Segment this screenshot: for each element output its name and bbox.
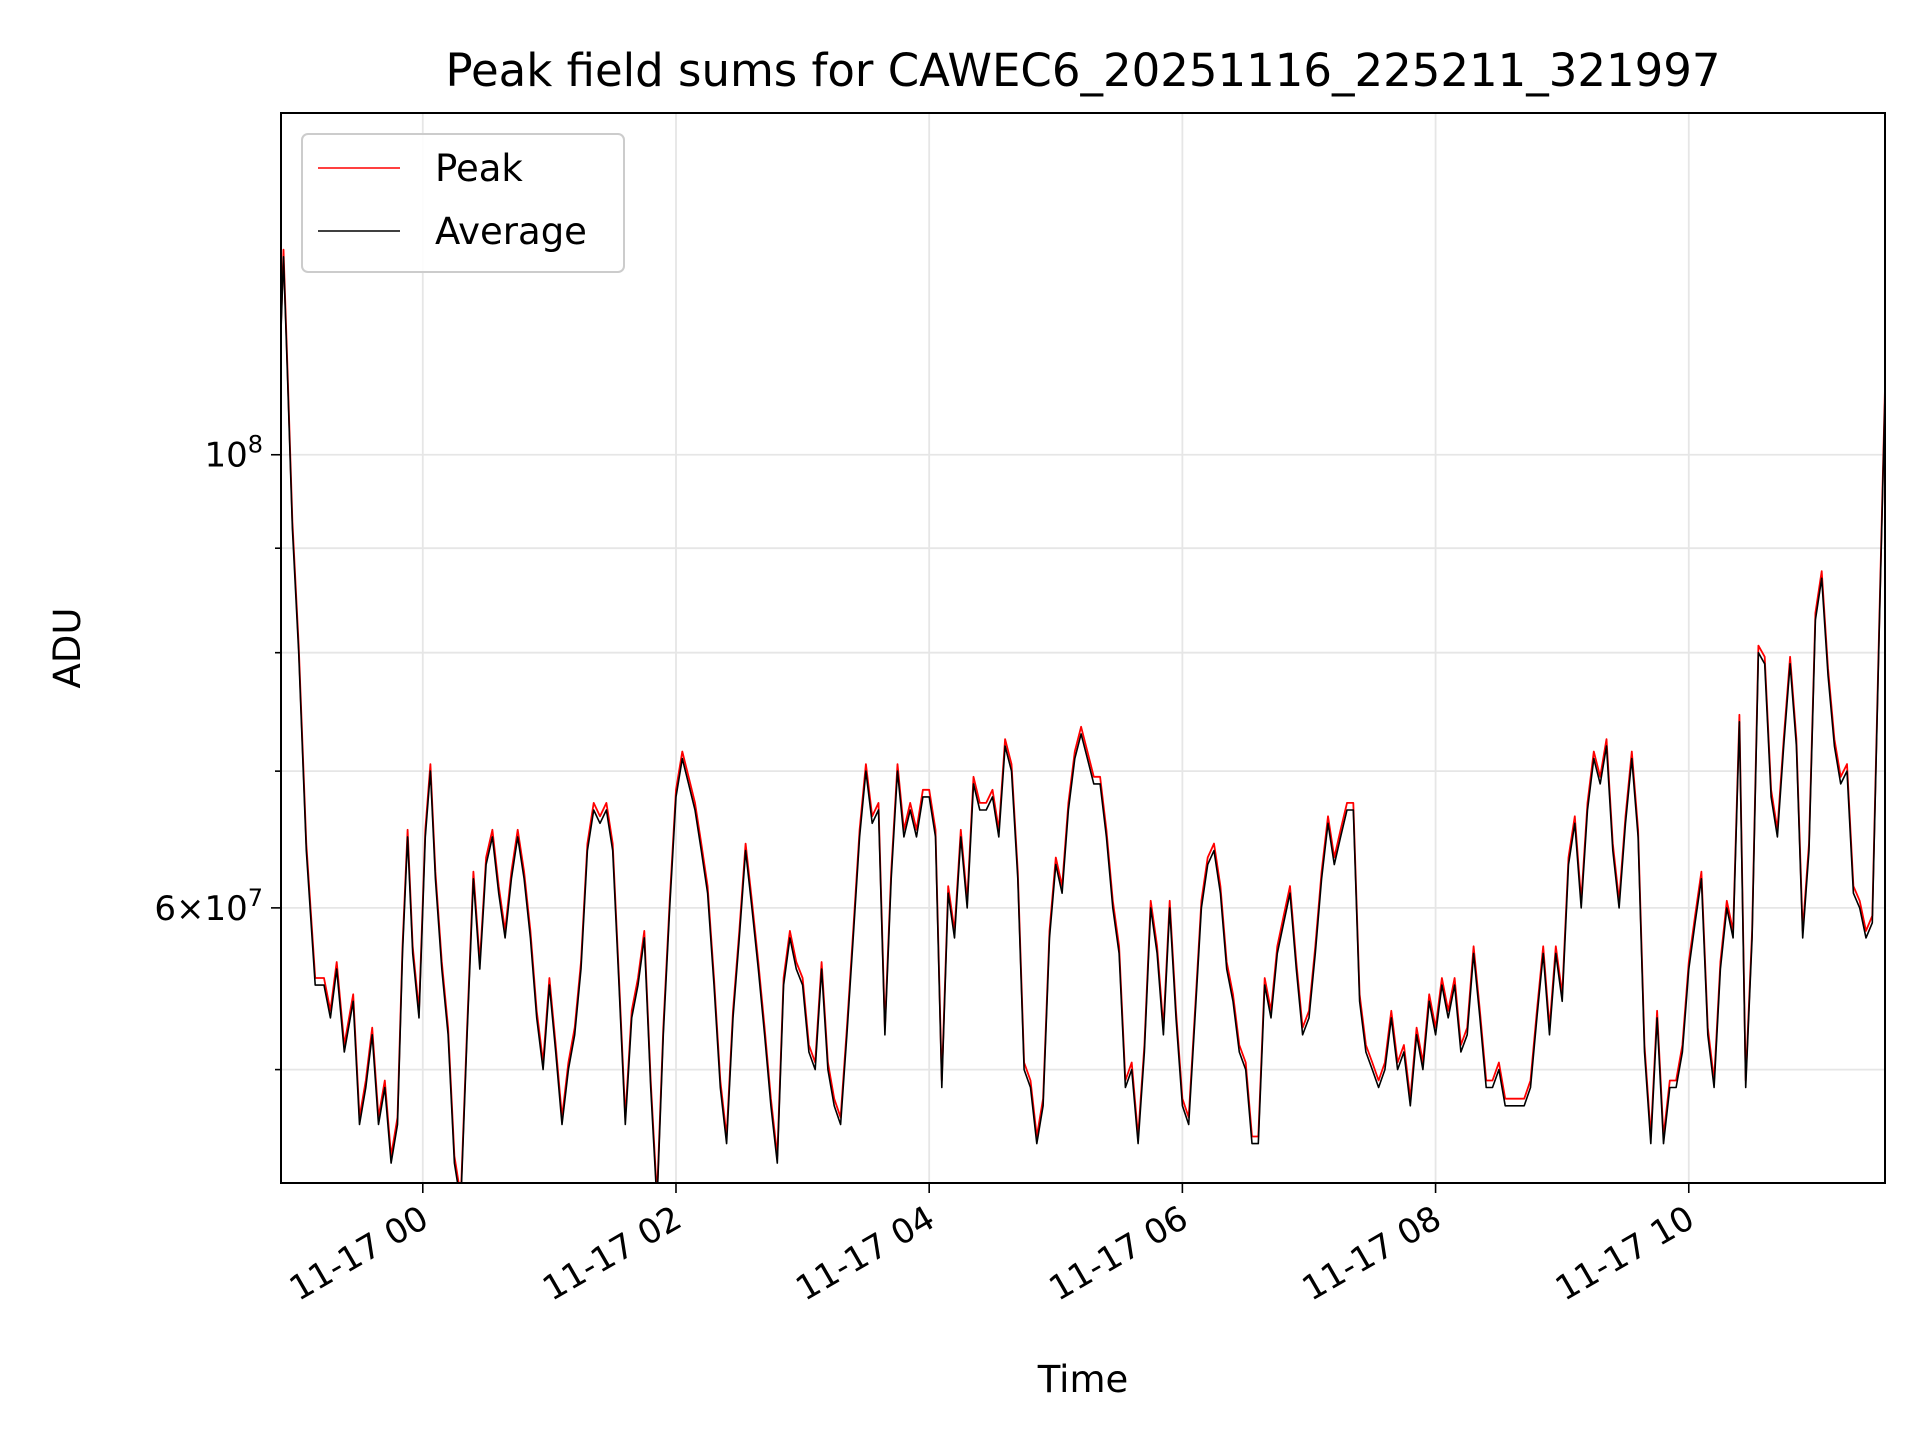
series-line-average bbox=[281, 255, 1885, 1183]
grid bbox=[281, 113, 1885, 1183]
y-tick-label: 6×107 bbox=[154, 884, 263, 929]
series-layer bbox=[281, 248, 1885, 1183]
legend-average-label: Average bbox=[435, 210, 587, 253]
legend: Peak Average bbox=[301, 133, 625, 273]
chart-title: Peak field sums for CAWEC6_20251116_2252… bbox=[445, 44, 1720, 97]
legend-peak-label: Peak bbox=[435, 147, 523, 190]
y-tick-label: 108 bbox=[204, 431, 263, 476]
y-axis: 108 6×107 bbox=[154, 431, 281, 1071]
plot-frame bbox=[280, 112, 1886, 1184]
x-axis-label: Time bbox=[1037, 1358, 1129, 1401]
y-axis-label: ADU bbox=[46, 608, 89, 689]
